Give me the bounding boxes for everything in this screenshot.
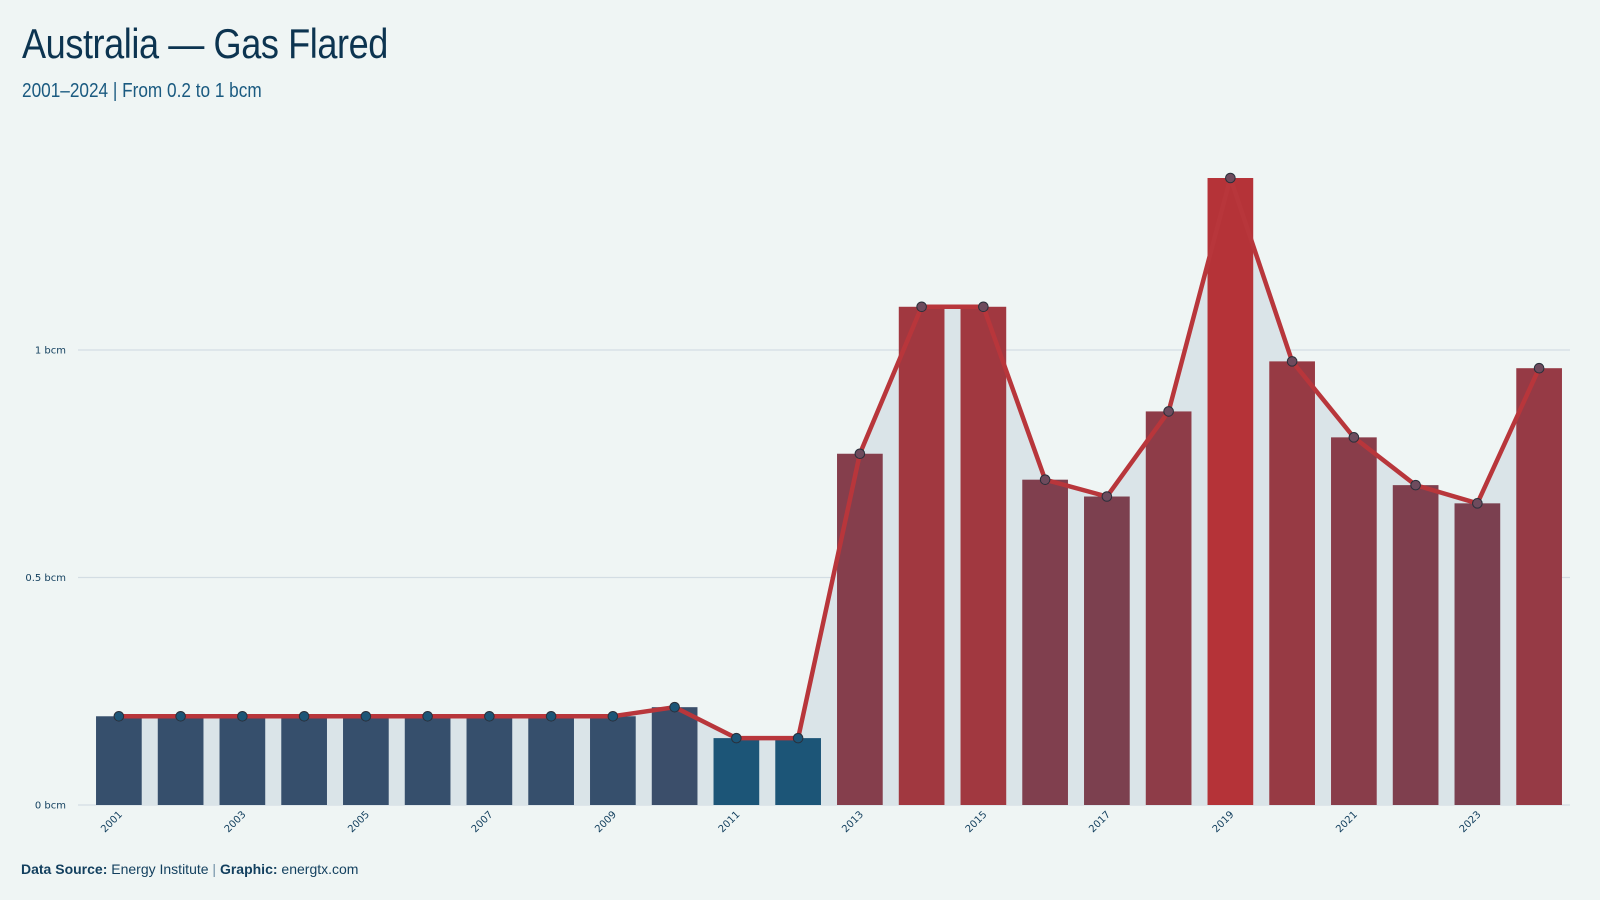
x-tick-label: 2011 bbox=[717, 809, 743, 835]
bar-2019 bbox=[1207, 178, 1254, 805]
footer-credits: Data Source: Energy Institute | Graphic:… bbox=[21, 861, 358, 877]
x-tick-label: 2007 bbox=[470, 809, 496, 835]
bar-2022 bbox=[1392, 485, 1439, 805]
marker-2002 bbox=[175, 710, 186, 722]
bar-2016 bbox=[1022, 479, 1068, 805]
marker-2001 bbox=[113, 710, 125, 722]
bar-2020 bbox=[1269, 361, 1315, 805]
marker-2022 bbox=[1410, 479, 1421, 491]
bar-2008 bbox=[528, 716, 574, 805]
marker-2003 bbox=[237, 710, 248, 722]
x-tick-label: 2001 bbox=[99, 809, 125, 835]
bar-2012 bbox=[775, 738, 821, 805]
marker-2016 bbox=[1039, 474, 1051, 485]
bar-2014 bbox=[898, 306, 945, 805]
marker-2024 bbox=[1533, 362, 1545, 374]
x-tick-label: 2009 bbox=[593, 809, 619, 835]
marker-2018 bbox=[1163, 406, 1174, 417]
bar-2015 bbox=[960, 306, 1007, 805]
bar-2021 bbox=[1331, 437, 1377, 805]
marker-2017 bbox=[1101, 491, 1113, 502]
marker-2021 bbox=[1348, 432, 1360, 443]
marker-2012 bbox=[792, 732, 804, 744]
marker-2020 bbox=[1286, 356, 1298, 367]
y-axis-ticks: 0 bcm 0.5 bcm 1 bcm bbox=[25, 346, 66, 812]
x-tick-label: 2005 bbox=[346, 809, 372, 835]
graphic-label: Graphic: bbox=[219, 861, 278, 877]
area-shape bbox=[118, 178, 1540, 805]
marker-2004 bbox=[298, 710, 310, 722]
bar-2001 bbox=[96, 716, 142, 805]
y-tick-label: 0 bcm bbox=[35, 801, 66, 812]
x-tick-label: 2023 bbox=[1458, 809, 1484, 835]
marker-2007 bbox=[484, 710, 495, 722]
marker-2011 bbox=[731, 732, 742, 744]
marker-2006 bbox=[422, 710, 433, 722]
bar-2005 bbox=[343, 716, 389, 805]
source-label: Data Source: bbox=[21, 861, 108, 877]
marker-2023 bbox=[1472, 498, 1483, 509]
bar-2007 bbox=[466, 716, 513, 805]
marker-2010 bbox=[669, 701, 680, 713]
bar-2006 bbox=[404, 716, 451, 805]
bar-2003 bbox=[219, 716, 266, 805]
markers bbox=[113, 172, 1545, 744]
area-fill bbox=[118, 178, 1540, 805]
marker-2009 bbox=[607, 710, 619, 722]
y-tick-label: 0.5 bcm bbox=[25, 573, 66, 584]
footer-separator: | bbox=[212, 861, 217, 877]
bar-2002 bbox=[157, 716, 204, 805]
y-tick-label: 1 bcm bbox=[35, 346, 66, 357]
bar-2011 bbox=[713, 738, 760, 805]
bar-2004 bbox=[281, 716, 327, 805]
chart-title: Australia — Gas Flared bbox=[22, 20, 388, 67]
bar-2023 bbox=[1454, 503, 1501, 805]
chart-subtitle: 2001–2024 | From 0.2 to 1 bcm bbox=[22, 80, 262, 102]
x-tick-label: 2013 bbox=[840, 809, 866, 835]
x-axis-ticks: 2001 2003 2005 2007 2009 2011 2013 2015 2017 2019… bbox=[99, 809, 1483, 835]
marker-2013 bbox=[854, 448, 866, 460]
bar-2017 bbox=[1084, 496, 1130, 805]
x-tick-label: 2019 bbox=[1211, 809, 1237, 835]
marker-2008 bbox=[545, 710, 557, 722]
bar-2009 bbox=[590, 716, 636, 805]
x-tick-label: 2021 bbox=[1334, 809, 1360, 835]
marker-2014 bbox=[916, 301, 927, 313]
marker-2019 bbox=[1225, 172, 1236, 184]
bars bbox=[96, 178, 1562, 805]
series-line bbox=[116, 175, 1542, 741]
x-tick-label: 2015 bbox=[964, 809, 990, 835]
graphic-value: energtx.com bbox=[281, 861, 359, 877]
marker-2005 bbox=[360, 710, 372, 722]
x-tick-label: 2003 bbox=[223, 809, 249, 835]
source-value: Energy Institute bbox=[111, 861, 209, 877]
bar-2013 bbox=[837, 453, 883, 805]
bar-2010 bbox=[651, 707, 698, 805]
x-tick-label: 2017 bbox=[1087, 809, 1113, 835]
bar-2024 bbox=[1516, 368, 1562, 805]
bar-2018 bbox=[1145, 411, 1192, 805]
trend-line bbox=[116, 175, 1542, 741]
marker-2015 bbox=[978, 301, 989, 313]
